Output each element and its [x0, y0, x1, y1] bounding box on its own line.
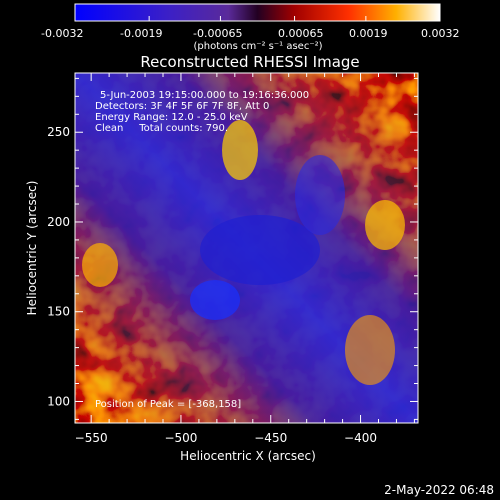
heatmap-dark-blob-2: [190, 280, 240, 320]
info-clean: Clean Total counts: 790.: [95, 123, 228, 134]
axis-tick-labels: −550 −500 −450 −400 100 150 200 250: [47, 125, 377, 445]
colorbar-tick-label-3: 0.00065: [278, 27, 324, 40]
heatmap-hot-spot-4: [345, 315, 395, 385]
colorbar-unit-label: (photons cm⁻² s⁻¹ asec⁻²): [193, 41, 322, 52]
x-tick-label: −500: [164, 431, 197, 445]
y-tick-label: 250: [47, 125, 70, 139]
y-tick-label: 100: [47, 394, 70, 408]
colorbar-tick-label-0: -0.0032: [41, 27, 83, 40]
colorbar-tick-label-2: -0.00065: [193, 27, 242, 40]
x-tick-label: −450: [254, 431, 287, 445]
colorbar-ticks: [74, 16, 441, 21]
colorbar: -0.0032 -0.0019 -0.00065 0.00065 0.0019 …: [41, 3, 460, 52]
peak-position-label: Position of Peak = [-368,158]: [95, 399, 241, 410]
x-axis-title: Heliocentric X (arcsec): [180, 449, 316, 463]
image-area: −550 −500 −450 −400 100 150 200 250: [47, 72, 419, 445]
heatmap-hot-spot-1: [222, 120, 258, 180]
x-tick-label: −400: [344, 431, 377, 445]
y-tick-label: 200: [47, 215, 70, 229]
colorbar-gradient: [75, 4, 440, 21]
info-detectors: Detectors: 3F 4F 5F 6F 7F 8F, Att 0: [95, 101, 269, 112]
colorbar-frame: [74, 3, 441, 22]
colorbar-tick-label-5: 0.0032: [421, 27, 460, 40]
y-tick-label: 150: [47, 305, 70, 319]
x-tick-label: −550: [75, 431, 108, 445]
axis-ticks: [75, 73, 418, 423]
heatmap-hot-spot-3: [82, 243, 118, 287]
chart-title: Reconstructed RHESSI Image: [140, 53, 359, 71]
heatmap-dark-blob-1: [200, 215, 320, 285]
colorbar-tick-label-1: -0.0019: [120, 27, 162, 40]
info-energy: Energy Range: 12.0 - 25.0 keV: [95, 112, 248, 123]
heatmap-dark-blob-3: [295, 155, 345, 235]
y-axis-title: Heliocentric Y (arcsec): [25, 181, 39, 316]
colorbar-tick-label-4: 0.0019: [349, 27, 388, 40]
footer-date: 2-May-2022 06:48: [384, 483, 494, 497]
info-time: 5-Jun-2003 19:15:00.000 to 19:16:36.000: [100, 90, 309, 101]
heatmap-hot-spot-2: [365, 200, 405, 250]
plot-frame: [74, 72, 419, 424]
